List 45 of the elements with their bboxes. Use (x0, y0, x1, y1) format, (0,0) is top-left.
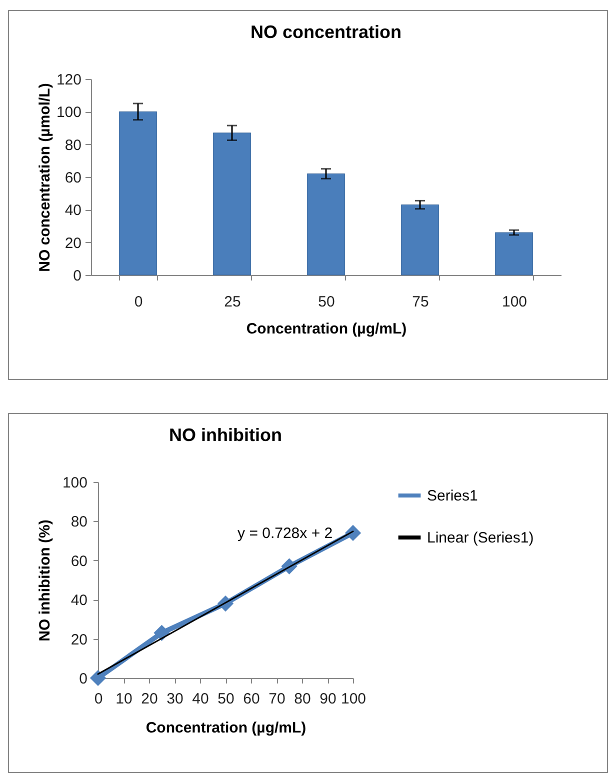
y-tick-label: 20 (70, 631, 88, 648)
y-tick-label: 0 (73, 268, 82, 284)
legend-label: Series1 (427, 488, 478, 504)
point (344, 524, 362, 542)
legend-label: Linear (Series1) (427, 530, 534, 546)
y-tick-label: 100 (62, 474, 88, 492)
x-tick-label: 90 (320, 690, 336, 708)
bar (212, 132, 252, 276)
x-axis-title: Concentration (µg/mL) (146, 720, 306, 736)
x-tick-label: 40 (192, 690, 209, 708)
x-tick-label: 100 (340, 690, 366, 708)
bar (494, 232, 534, 276)
x-tick-label: 60 (243, 690, 260, 708)
y-tick-label: 20 (64, 234, 82, 252)
chart-title: NO inhibition (169, 425, 282, 445)
x-tick-label: 80 (294, 690, 311, 708)
bar (306, 173, 346, 276)
x-tick-label: 0 (134, 294, 143, 310)
y-tick-label: 120 (56, 72, 82, 88)
y-tick-label: 40 (70, 592, 88, 610)
chart-title: NO concentration (250, 22, 402, 42)
x-tick-label: 70 (268, 690, 286, 708)
y-tick-label: 80 (64, 136, 82, 154)
x-tick-label: 50 (318, 294, 335, 310)
y-tick-label: 0 (79, 670, 88, 688)
y-axis-title: NO inhibition (%) (36, 520, 54, 642)
bar (400, 204, 440, 276)
x-axis-title: Concentration (µg/mL) (246, 320, 407, 338)
bar (118, 111, 158, 276)
point (90, 670, 106, 686)
annotation: y = 0.728x + 2 (238, 524, 333, 542)
y-tick-label: 80 (70, 514, 88, 531)
x-tick-label: 30 (166, 690, 184, 708)
x-tick-label: 100 (502, 294, 528, 310)
x-tick-label: 20 (141, 690, 158, 708)
x-tick-label: 75 (412, 294, 429, 310)
x-tick-label: 25 (224, 294, 241, 310)
y-tick-label: 60 (64, 170, 82, 186)
x-tick-label: 0 (94, 690, 103, 708)
y-tick-label: 100 (56, 104, 82, 122)
x-tick-label: 50 (218, 690, 234, 708)
x-tick-label: 10 (116, 690, 132, 708)
y-axis-title: NO concentration (µmol/L) (36, 83, 54, 272)
y-tick-label: 40 (64, 202, 82, 220)
y-tick-label: 60 (70, 552, 88, 570)
